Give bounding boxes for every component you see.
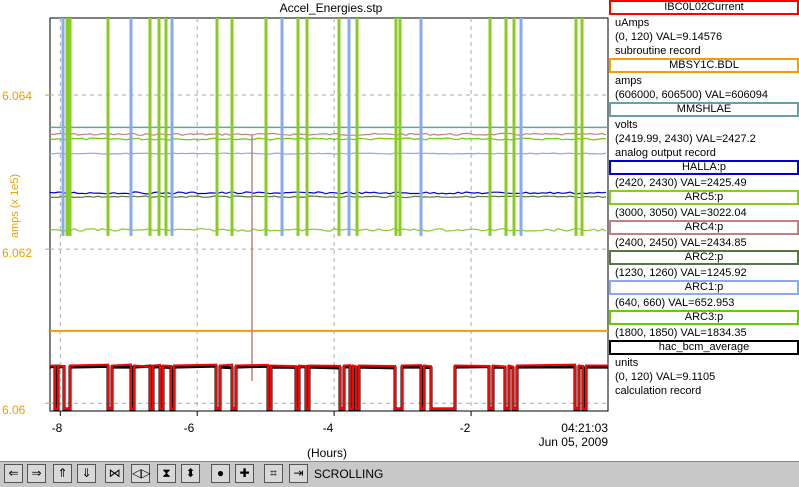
chart-title: Accel_Energies.stp: [279, 1, 383, 15]
scroll-right-button[interactable]: ⇒: [27, 464, 46, 483]
end-time-label: 04:21:03 Jun 05, 2009: [528, 421, 608, 449]
legend-series-name[interactable]: MBSY1C.BDL: [609, 58, 799, 73]
legend-series-name[interactable]: HALLA:p: [609, 160, 799, 175]
legend-record-type: subroutine record: [615, 45, 701, 57]
zoom-in-y-button[interactable]: ⧗: [157, 464, 176, 483]
plot-area[interactable]: [0, 0, 610, 460]
y-tick-label: 6.062: [2, 246, 33, 260]
x-tick-label: -8: [51, 421, 63, 435]
legend-range-value: (1800, 1850) VAL=1834.35: [615, 327, 747, 339]
legend-range-value: (2420, 2430) VAL=2425.49: [615, 177, 747, 189]
legend-item[interactable]: MBSY1C.BDL amps (606000, 606500) VAL=60609…: [609, 58, 799, 102]
legend-series-name[interactable]: ARC3:p: [609, 310, 799, 325]
legend-series-name[interactable]: ARC1:p: [609, 280, 799, 295]
legend-item[interactable]: IBC0L02Current uAmps (0, 120) VAL=9.14576 s…: [609, 0, 799, 58]
legend-item[interactable]: ARC4:p (2400, 2450) VAL=2434.85: [609, 220, 799, 250]
legend-item[interactable]: MMSHLAE volts (2419.99, 2430) VAL=2427.2 an…: [609, 102, 799, 160]
legend-item[interactable]: ARC5:p (3000, 3050) VAL=3022.04: [609, 190, 799, 220]
legend-record-type: analog output record: [615, 147, 716, 159]
legend-series-name[interactable]: hac_bcm_average: [609, 340, 799, 355]
legend-units: uAmps: [615, 17, 650, 29]
series-line-arc1: [49, 152, 607, 155]
legend-record-type: calculation record: [615, 385, 702, 397]
zoom-out-x-button[interactable]: ◁▷: [131, 464, 150, 483]
zoom-in-x-button[interactable]: ⋈: [105, 464, 124, 483]
legend-item[interactable]: ARC3:p (1800, 1850) VAL=1834.35: [609, 310, 799, 340]
legend-item[interactable]: ARC2:p (1230, 1260) VAL=1245.92: [609, 250, 799, 280]
scroll-mode-label: SCROLLING: [314, 467, 384, 481]
go-to-end-button[interactable]: ⇥: [289, 464, 308, 483]
legend-series-name[interactable]: MMSHLAE: [609, 102, 799, 117]
y-axis-label: amps (x 1e5): [9, 173, 21, 239]
y-tick-label: 6.064: [2, 89, 33, 103]
legend-series-name[interactable]: ARC4:p: [609, 220, 799, 235]
legend-range-value: (606000, 606500) VAL=606094: [615, 89, 769, 101]
fit-button[interactable]: ⌗: [264, 464, 283, 483]
legend-range-value: (3000, 3050) VAL=3022.04: [615, 207, 747, 219]
legend-units: amps: [615, 75, 642, 87]
toolbar: ⇐ ⇒ ⇑ ⇓ ⋈ ◁▷ ⧗ ⬍ ● ✚ ⌗ ⇥ SCROLLING: [0, 461, 799, 487]
legend-item[interactable]: HALLA:p (2420, 2430) VAL=2425.49: [609, 160, 799, 190]
legend-range-value: (0, 120) VAL=9.1105: [615, 371, 716, 383]
scroll-left-button[interactable]: ⇐: [4, 464, 23, 483]
add-button[interactable]: ✚: [235, 464, 254, 483]
series-line-ibc0l02current: [49, 363, 608, 410]
end-time: 04:21:03: [561, 421, 608, 435]
legend-series-name[interactable]: IBC0L02Current: [609, 0, 799, 15]
plot-frame: [49, 17, 609, 412]
scroll-up-button[interactable]: ⇑: [53, 464, 72, 483]
zoom-out-y-button[interactable]: ⬍: [181, 464, 200, 483]
x-axis-label: (Hours): [307, 446, 348, 460]
legend: IBC0L02Current uAmps (0, 120) VAL=9.14576 s…: [609, 0, 799, 460]
end-date: Jun 05, 2009: [538, 435, 608, 449]
legend-item[interactable]: ARC1:p (640, 660) VAL=652.953: [609, 280, 799, 310]
legend-series-name[interactable]: ARC5:p: [609, 190, 799, 205]
x-tick-label: -2: [459, 421, 471, 435]
legend-range-value: (1230, 1260) VAL=1245.92: [615, 267, 747, 279]
legend-range-value: (640, 660) VAL=652.953: [615, 297, 735, 309]
legend-range-value: (0, 120) VAL=9.14576: [615, 31, 723, 43]
x-tick-label: -6: [183, 421, 195, 435]
legend-range-value: (2400, 2450) VAL=2434.85: [615, 237, 747, 249]
legend-units: volts: [615, 119, 638, 131]
legend-series-name[interactable]: ARC2:p: [609, 250, 799, 265]
y-tick-label: 6.06: [2, 403, 26, 417]
scroll-down-button[interactable]: ⇓: [77, 464, 96, 483]
autoscale-button[interactable]: ●: [211, 464, 230, 483]
legend-units: units: [615, 357, 639, 369]
x-tick-label: -4: [322, 421, 334, 435]
legend-range-value: (2419.99, 2430) VAL=2427.2: [615, 133, 756, 145]
